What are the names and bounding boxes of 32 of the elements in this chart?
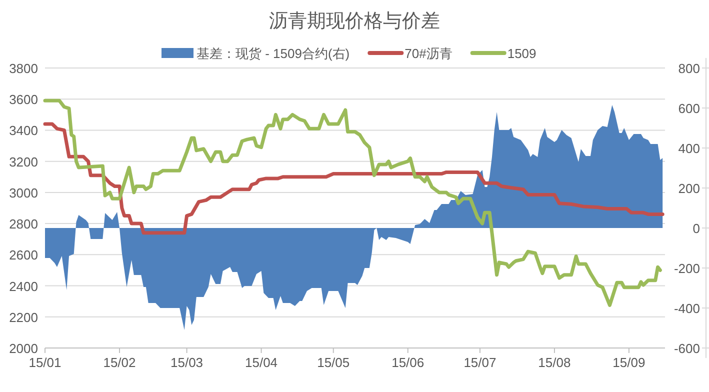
- y2-tick-label: 400: [678, 141, 700, 156]
- y2-tick-label: -400: [674, 301, 700, 316]
- x-tick-label: 15/03: [170, 355, 204, 370]
- y-tick-label: 2800: [9, 216, 38, 232]
- y2-tick-label: 800: [678, 61, 700, 76]
- x-tick-label: 15/02: [103, 355, 136, 370]
- x-tick-label: 15/04: [245, 355, 278, 370]
- y-tick-label: 2600: [9, 248, 38, 263]
- x-tick-label: 15/08: [538, 355, 571, 370]
- x-tick-label: 15/01: [28, 355, 62, 370]
- chart-title: 沥青期现价格与价差: [269, 11, 440, 32]
- y-tick-label: 3200: [9, 154, 38, 170]
- y2-tick-label: 0: [692, 221, 700, 236]
- x-tick-label: 15/06: [392, 355, 424, 370]
- legend-label: 70#沥青: [404, 46, 452, 61]
- x-tick-label: 15/09: [612, 355, 646, 370]
- x-tick-label: 15/05: [317, 355, 350, 370]
- line-series: [43, 122, 664, 235]
- y2-tick-label: 600: [678, 101, 700, 116]
- x-tick-label: 15/07: [464, 355, 496, 370]
- y-tick-label: 2000: [9, 341, 38, 356]
- y-tick-label: 2200: [9, 310, 38, 325]
- y-tick-label: 3800: [9, 61, 38, 76]
- y-tick-label: 2400: [9, 278, 38, 294]
- legend-label: 基差：现货 - 1509合约(右): [196, 46, 350, 61]
- legend-label: 1509: [507, 46, 536, 61]
- y-tick-label: 3000: [9, 185, 38, 200]
- y2-tick-label: -200: [674, 261, 700, 276]
- y-tick-label: 3400: [9, 123, 38, 138]
- y2-tick-label: -600: [674, 341, 700, 356]
- y-tick-label: 3600: [9, 92, 38, 108]
- y2-tick-label: 200: [678, 181, 700, 196]
